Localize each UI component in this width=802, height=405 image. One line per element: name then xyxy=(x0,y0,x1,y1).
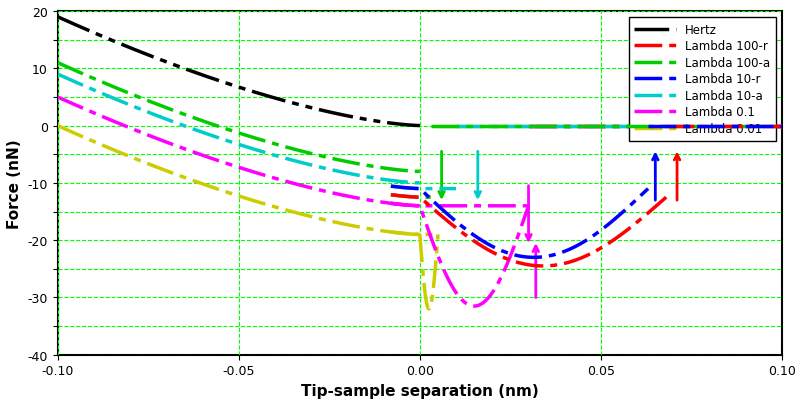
X-axis label: Tip-sample separation (nm): Tip-sample separation (nm) xyxy=(301,383,538,398)
Lambda 0.1 xyxy=(502,204,512,209)
Lambda 100-r xyxy=(441,218,451,223)
Lambda 100-a xyxy=(423,195,433,200)
Line: Lambda 10-a: Lambda 10-a xyxy=(391,187,456,189)
Lambda 100-a xyxy=(386,193,395,198)
Lambda 10-r xyxy=(439,209,449,214)
Line: Lambda 0.01: Lambda 0.01 xyxy=(391,232,437,235)
Lambda 0.01 xyxy=(415,232,424,237)
Lambda 0.01 xyxy=(395,231,404,236)
Hertz xyxy=(146,54,156,59)
Lambda 0.01 xyxy=(432,232,442,237)
Lambda 10-r xyxy=(575,241,585,246)
Lambda 0.1 xyxy=(470,204,480,209)
Hertz xyxy=(217,80,226,85)
Lambda 100-a xyxy=(425,195,435,200)
Lambda 100-r xyxy=(588,250,597,255)
Lambda 100-r xyxy=(386,193,395,198)
Lambda 10-r xyxy=(417,189,427,194)
Line: Lambda 10-r: Lambda 10-r xyxy=(391,187,647,258)
Hertz xyxy=(266,95,276,100)
Lambda 100-a xyxy=(415,195,424,200)
Lambda 100-r xyxy=(499,256,508,260)
Lambda 0.1 xyxy=(386,201,395,206)
Lambda 100-a xyxy=(393,194,403,198)
Legend: Hertz, Lambda 100-r, Lambda 100-a, Lambda 10-r, Lambda 10-a, Lambda 0.1, Lambda : Hertz, Lambda 100-r, Lambda 100-a, Lambd… xyxy=(628,18,776,142)
Lambda 0.1 xyxy=(386,201,395,206)
Lambda 0.01 xyxy=(431,232,440,237)
Lambda 10-a xyxy=(451,187,460,192)
Lambda 100-r xyxy=(661,195,670,200)
Hertz xyxy=(53,15,63,20)
Lambda 10-r xyxy=(552,252,561,257)
Lambda 10-a xyxy=(388,185,398,190)
Hertz xyxy=(415,124,424,129)
Lambda 0.01 xyxy=(410,232,419,237)
Lambda 10-a xyxy=(445,187,455,192)
Lambda 10-r xyxy=(386,184,395,189)
Lambda 10-r xyxy=(531,255,541,260)
Lambda 0.1 xyxy=(468,204,477,209)
Lambda 100-r xyxy=(540,264,549,269)
Lambda 10-a xyxy=(415,187,424,192)
Lambda 100-r xyxy=(537,264,547,269)
Lambda 100-a xyxy=(396,194,406,199)
Lambda 10-r xyxy=(492,247,502,252)
Hertz xyxy=(325,111,334,115)
Lambda 10-a xyxy=(448,187,457,192)
Lambda 100-a xyxy=(387,193,397,198)
Lambda 10-a xyxy=(398,185,407,190)
Line: Lambda 0.1: Lambda 0.1 xyxy=(391,204,528,206)
Hertz xyxy=(117,43,127,48)
Lambda 0.01 xyxy=(414,232,423,237)
Lambda 0.1 xyxy=(468,204,477,209)
Lambda 0.01 xyxy=(386,230,395,235)
Lambda 0.1 xyxy=(523,204,533,209)
Lambda 10-r xyxy=(642,187,652,192)
Lambda 0.1 xyxy=(415,204,424,209)
Lambda 100-r xyxy=(418,198,427,203)
Lambda 0.1 xyxy=(511,204,520,209)
Hertz xyxy=(294,103,304,108)
Lambda 0.01 xyxy=(429,232,439,237)
Lambda 10-a xyxy=(390,185,399,190)
Lambda 10-a xyxy=(403,186,412,191)
Lambda 10-r xyxy=(529,255,538,260)
Line: Lambda 100-r: Lambda 100-r xyxy=(391,195,666,266)
Lambda 10-a xyxy=(386,184,395,189)
Line: Lambda 100-a: Lambda 100-a xyxy=(391,195,430,198)
Line: Hertz: Hertz xyxy=(58,18,419,126)
Lambda 0.01 xyxy=(396,231,406,236)
Lambda 100-a xyxy=(388,193,398,198)
Lambda 100-r xyxy=(563,260,573,265)
Lambda 100-a xyxy=(422,195,431,200)
Y-axis label: Force (nN): Force (nN) xyxy=(7,139,22,228)
